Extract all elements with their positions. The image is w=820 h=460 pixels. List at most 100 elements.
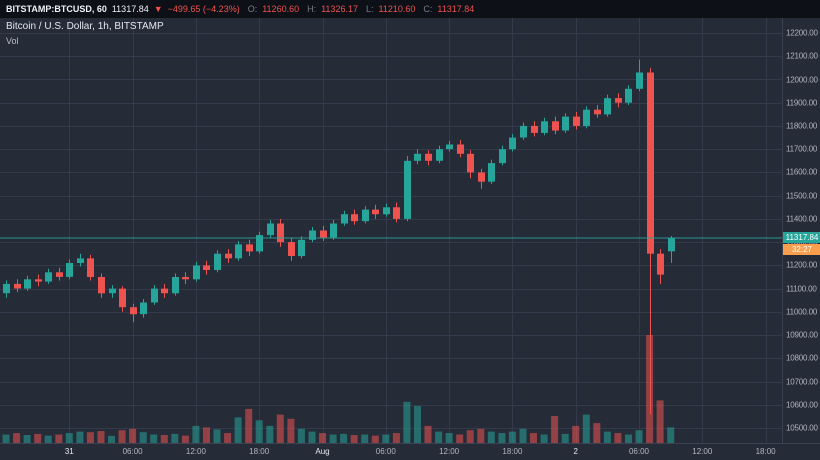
volume-bar <box>224 433 232 443</box>
instrument-legend[interactable]: Bitcoin / U.S. Dollar, 1h, BITSTAMP <box>6 21 164 32</box>
candle-body <box>130 307 137 315</box>
volume-bar <box>424 425 432 443</box>
candle-body <box>225 253 232 259</box>
volume-bar <box>171 433 179 443</box>
candle-body <box>3 283 10 294</box>
time-tick-label: 06:00 <box>122 447 143 456</box>
candle-body <box>77 258 84 263</box>
time-tick-label: 12:00 <box>439 447 460 456</box>
volume-bar <box>551 416 559 443</box>
candle-body <box>330 223 337 238</box>
low-label: L: <box>365 4 374 14</box>
price-tick-label: 11600.00 <box>786 167 818 177</box>
volume-bar <box>86 432 94 443</box>
candlestick-chart[interactable] <box>0 18 782 443</box>
candle-body <box>583 109 590 126</box>
candle-body <box>35 279 42 282</box>
symbol-title[interactable]: BITSTAMP:BTCUSD, 60 <box>6 4 107 14</box>
volume-bar <box>276 414 284 443</box>
volume-bar <box>466 430 474 443</box>
price-tick-label: 12000.00 <box>786 75 818 84</box>
candle-body <box>140 302 147 315</box>
candle-body <box>24 279 31 289</box>
volume-bar <box>519 428 527 443</box>
time-tick-label: 06:00 <box>628 447 650 456</box>
open-label: O: <box>247 4 258 14</box>
candle-body <box>14 283 21 289</box>
volume-bar <box>150 434 158 443</box>
candle-body <box>246 244 253 252</box>
volume-bar <box>118 430 126 443</box>
volume-bar <box>382 434 390 443</box>
volume-bar <box>371 435 379 443</box>
volume-bar <box>245 408 253 443</box>
candle-body <box>288 242 295 256</box>
volume-bar <box>614 433 622 443</box>
volume-bar <box>76 431 84 443</box>
candle-body <box>393 207 400 219</box>
candle-body <box>119 288 126 308</box>
price-tick-label: 10500.00 <box>786 423 818 433</box>
low-value: 11210.60 <box>378 4 416 14</box>
time-tick-label: 12:00 <box>185 447 206 456</box>
time-axis[interactable]: 31 06:00 12:00 18:00 Aug 06:00 12:00 18:00 2 06:0… <box>0 443 820 460</box>
volume-bar <box>445 433 453 443</box>
current-price-label: 11317.84 <box>783 232 820 243</box>
candle-body <box>541 121 548 133</box>
volume-bar <box>97 431 105 443</box>
price-change: −499.65 (−4.23%) <box>167 4 240 14</box>
candle-body <box>56 272 63 277</box>
price-axis[interactable]: 11317.84 32:27 10500.00 10600.00 10700.00 1… <box>782 18 820 443</box>
time-tick-label: 31 <box>64 447 74 456</box>
chart-legend: Bitcoin / U.S. Dollar, 1h, BITSTAMP Vol <box>6 21 164 47</box>
volume-bar <box>2 434 10 443</box>
chart-pane[interactable] <box>0 18 782 443</box>
candle-body <box>383 207 390 215</box>
candle-body <box>509 137 516 150</box>
candle-body <box>256 235 263 252</box>
volume-bar <box>561 433 569 443</box>
volume-bar <box>34 433 42 443</box>
volume-bar <box>44 435 52 443</box>
price-tick-label: 11900.00 <box>786 98 818 108</box>
candle-body <box>552 121 559 131</box>
candle-body <box>362 209 369 222</box>
price-tick-label: 11400.00 <box>786 214 818 224</box>
candle-body <box>499 149 506 164</box>
volume-bar <box>487 431 495 443</box>
candle-body <box>657 253 664 275</box>
candle-body <box>625 88 632 103</box>
close-value: 11317.84 <box>437 4 475 14</box>
candle-body <box>193 265 200 280</box>
close-label: C: <box>423 4 433 14</box>
price-tick-label: 12200.00 <box>786 28 818 38</box>
candle-body <box>151 288 158 303</box>
price-tick-label: 10700.00 <box>786 377 818 386</box>
volume-bar <box>667 427 675 443</box>
candle-body <box>562 116 569 131</box>
high-value: 11326.17 <box>321 4 358 14</box>
candle-body <box>404 160 411 219</box>
time-tick-label: 06:00 <box>375 447 396 456</box>
volume-bar <box>646 335 654 443</box>
volume-bar <box>508 431 516 443</box>
volume-bar <box>603 431 611 443</box>
volume-bar <box>255 420 263 443</box>
volume-bar <box>498 433 506 443</box>
candle-body <box>615 98 622 103</box>
volume-bar <box>635 430 643 443</box>
candle-body <box>298 239 305 257</box>
volume-bar <box>192 425 200 443</box>
candle-body <box>604 98 611 115</box>
volume-bar <box>181 435 189 443</box>
volume-bar <box>435 431 443 443</box>
candle-body <box>161 288 168 294</box>
volume-bar <box>361 434 369 443</box>
price-tick-label: 12100.00 <box>786 51 818 61</box>
candle-body <box>109 288 116 294</box>
price-tick-label: 11200.00 <box>786 260 818 270</box>
candle-body <box>267 223 274 236</box>
candle-body <box>98 277 105 294</box>
price-tick-label: 11100.00 <box>786 284 817 294</box>
volume-legend[interactable]: Vol <box>6 36 19 46</box>
